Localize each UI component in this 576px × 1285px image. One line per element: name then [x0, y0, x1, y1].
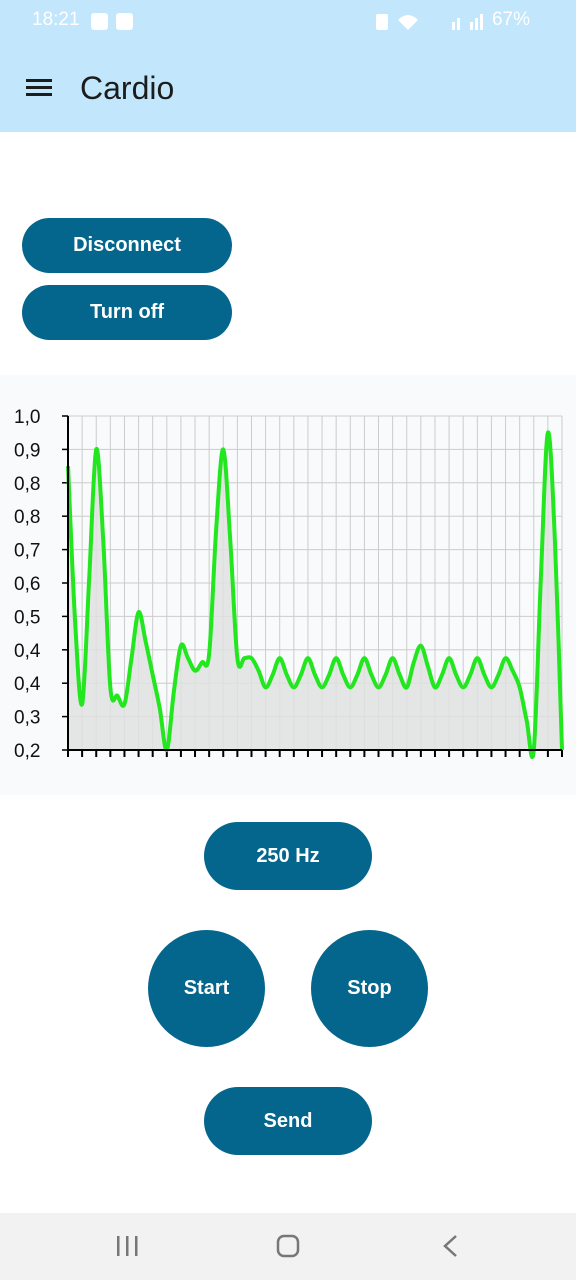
recents-button[interactable] — [117, 1236, 138, 1256]
app-title: Cardio — [80, 70, 175, 106]
stop-button[interactable]: Stop — [311, 930, 428, 1047]
start-button[interactable]: Start — [148, 930, 265, 1047]
y-tick-label: 0,4 — [14, 641, 41, 662]
y-tick-label: 0,4 — [14, 674, 41, 695]
menu-icon[interactable] — [24, 77, 54, 99]
y-tick-label: 0,3 — [14, 708, 40, 729]
signal-icons — [376, 14, 483, 30]
area — [68, 432, 562, 758]
status-battery: 67% — [491, 9, 530, 30]
rate-button[interactable]: 250 Hz — [204, 822, 372, 890]
turn-off-button[interactable]: Turn off — [22, 285, 232, 340]
top-bar: 18:21 67% Cardio — [0, 0, 576, 132]
y-tick-label: 0,2 — [14, 741, 40, 762]
nav-icons — [117, 1234, 457, 1258]
back-button[interactable] — [443, 1235, 457, 1257]
y-tick-label: 0,5 — [14, 607, 40, 628]
home-button[interactable] — [276, 1234, 300, 1258]
y-tick-label: 0,6 — [14, 574, 40, 595]
navigation-bar — [0, 1213, 576, 1280]
disconnect-button[interactable]: Disconnect — [22, 218, 232, 273]
line — [66, 430, 564, 760]
y-tick-label: 0,8 — [14, 474, 40, 495]
status-time: 18:21 — [32, 9, 80, 30]
y-tick-label: 0,7 — [14, 541, 40, 562]
y-tick-label: 0,9 — [14, 440, 40, 461]
chart: 1,0 0,9 0,8 0,8 0,7 0,6 0,5 0,4 0,4 0,3 0,2 — [0, 375, 576, 795]
status-icons — [91, 13, 133, 30]
send-button[interactable]: Send — [204, 1087, 372, 1155]
y-tick-label: 0,8 — [14, 507, 40, 528]
y-tick-label: 1,0 — [14, 407, 40, 428]
